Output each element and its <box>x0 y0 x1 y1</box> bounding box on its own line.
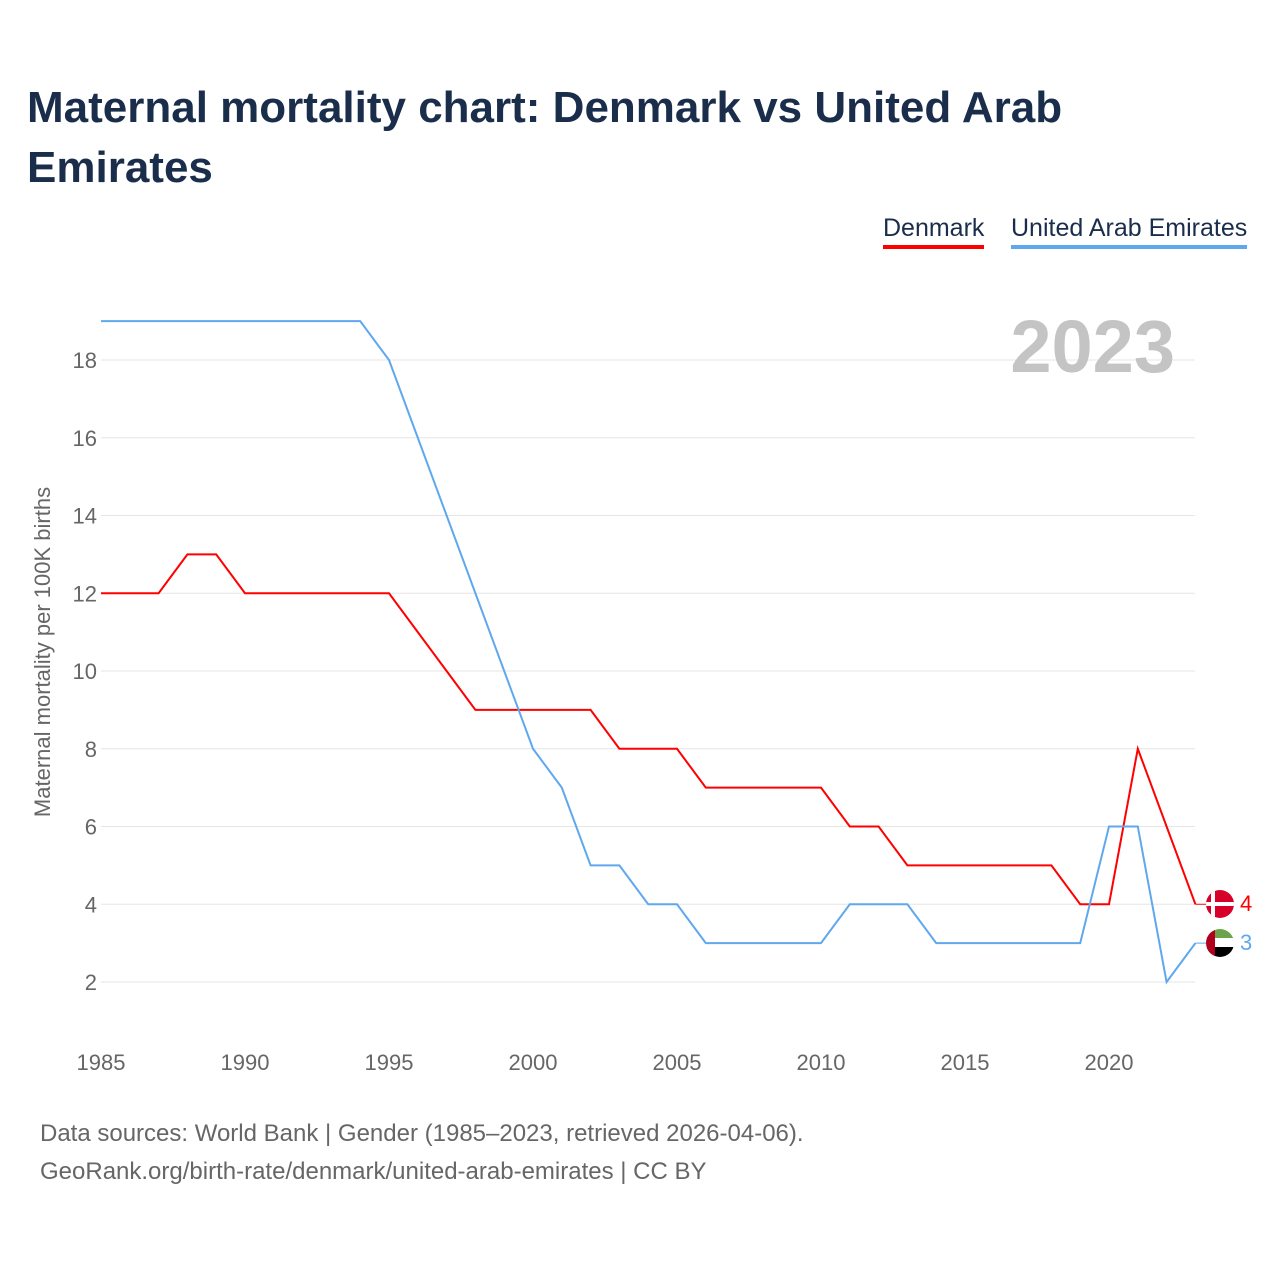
series-line-denmark <box>101 553 1197 906</box>
uae-end-label: 3 <box>1240 930 1252 955</box>
x-tick-label: 2015 <box>941 1050 990 1075</box>
y-tick-label: 4 <box>85 892 97 917</box>
x-tick-label: 2020 <box>1085 1050 1134 1075</box>
x-tick-label: 1985 <box>77 1050 126 1075</box>
denmark-flag-icon <box>1206 890 1234 918</box>
y-tick-label: 12 <box>73 581 97 606</box>
y-tick-label: 18 <box>73 348 97 373</box>
year-watermark: 2023 <box>1010 305 1175 388</box>
x-tick-label: 1995 <box>365 1050 414 1075</box>
y-tick-label: 8 <box>85 737 97 762</box>
legend-uae[interactable]: United Arab Emirates <box>1011 214 1248 249</box>
y-tick-label: 2 <box>85 970 97 995</box>
legend-denmark[interactable]: Denmark <box>883 214 985 249</box>
footer-sources: Data sources: World Bank | Gender (1985–… <box>40 1120 804 1147</box>
y-tick-label: 10 <box>73 659 97 684</box>
series-line-uae <box>101 320 1197 985</box>
y-tick-label: 16 <box>73 426 97 451</box>
y-axis-label: Maternal mortality per 100K births <box>30 487 55 817</box>
y-tick-label: 6 <box>85 815 97 840</box>
x-tick-label: 2000 <box>509 1050 558 1075</box>
footer-link[interactable]: GeoRank.org/birth-rate/denmark/united-ar… <box>40 1158 707 1185</box>
denmark-end-label: 4 <box>1240 891 1252 916</box>
x-tick-label: 2005 <box>653 1050 702 1075</box>
y-tick-label: 14 <box>73 504 97 529</box>
chart-title: Maternal mortality chart: Denmark vs Uni… <box>27 83 1063 192</box>
uae-flag-icon <box>1206 929 1234 957</box>
x-tick-label: 1990 <box>221 1050 270 1075</box>
x-tick-label: 2010 <box>797 1050 846 1075</box>
